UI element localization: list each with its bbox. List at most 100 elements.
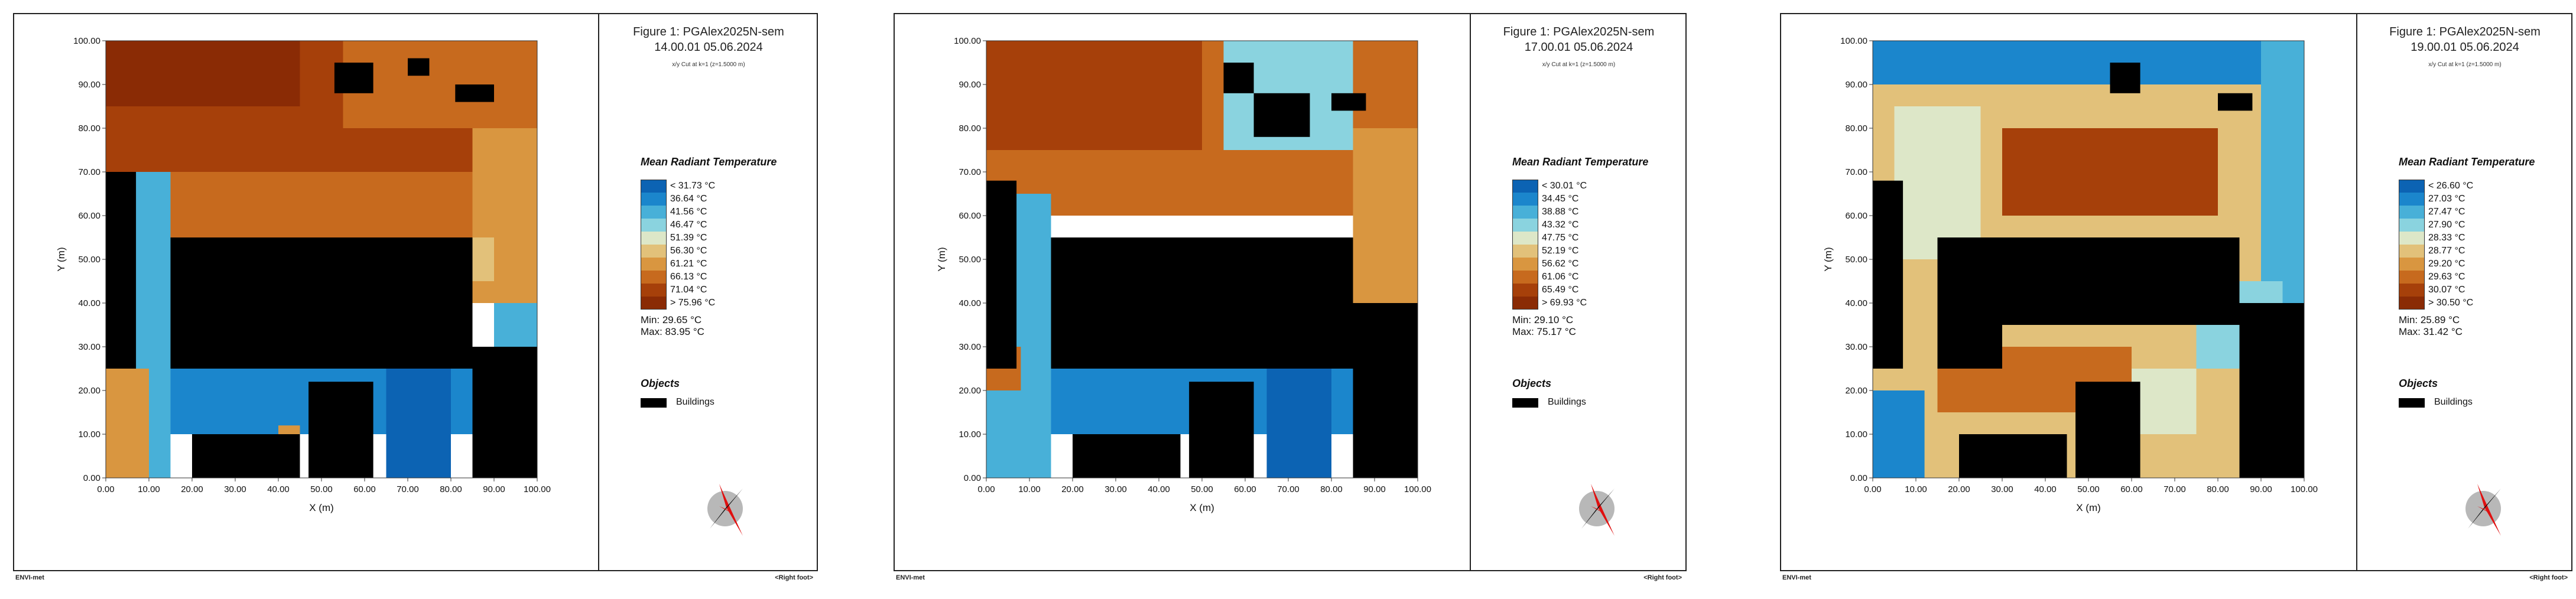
compass-needle-red-2 bbox=[2477, 506, 2490, 513]
y-tick-label: 90.00 bbox=[78, 80, 100, 90]
legend-colorbar-border bbox=[1512, 180, 1538, 310]
legend-label: 65.49 °C bbox=[1542, 285, 1579, 295]
footer-left-label: ENVI-met bbox=[1782, 574, 1811, 581]
legend-label: 34.45 °C bbox=[1542, 194, 1579, 204]
building-footprint bbox=[1959, 434, 2067, 478]
heatmap-cell bbox=[343, 41, 537, 128]
buildings-swatch bbox=[1512, 398, 1538, 408]
compass-needle-red-2 bbox=[1591, 506, 1604, 513]
figure-time: 17.00.01 05.06.2024 bbox=[1524, 41, 1633, 54]
y-tick-label: 10.00 bbox=[78, 429, 100, 440]
legend-color-step bbox=[2399, 193, 2425, 206]
legend-title: Mean Radiant Temperature bbox=[2399, 156, 2535, 168]
y-tick-label: 10.00 bbox=[959, 429, 981, 440]
north-arrow-icon bbox=[707, 484, 743, 536]
y-tick-label: 40.00 bbox=[959, 298, 981, 308]
heatmap-cell bbox=[1353, 128, 1418, 303]
y-tick-label: 80.00 bbox=[78, 123, 100, 134]
legend-label: 41.56 °C bbox=[670, 207, 707, 217]
x-tick-label: 10.00 bbox=[1018, 484, 1041, 494]
compass-needle-red bbox=[719, 484, 743, 536]
figure-subtitle: x/y Cut at k=1 (z=1.5000 m) bbox=[1542, 61, 1616, 68]
compass-needle-black bbox=[1581, 489, 1615, 529]
building-footprint bbox=[2002, 237, 2240, 325]
x-tick-label: 0.00 bbox=[977, 484, 995, 494]
heatmap-cell bbox=[2002, 128, 2218, 216]
building-footprint bbox=[986, 180, 1017, 369]
legend-title: Mean Radiant Temperature bbox=[1512, 156, 1649, 168]
legend-title: Mean Radiant Temperature bbox=[641, 156, 777, 168]
panel-divider bbox=[598, 14, 599, 571]
x-tick-label: 30.00 bbox=[1991, 484, 2013, 494]
legend-color-step bbox=[1512, 193, 1538, 206]
heatmap-cell bbox=[2132, 369, 2197, 434]
building-footprint bbox=[1937, 237, 2002, 369]
heatmap-cell bbox=[106, 369, 149, 478]
x-tick-label: 10.00 bbox=[138, 484, 160, 494]
y-tick-label: 90.00 bbox=[959, 80, 981, 90]
x-tick-label: 40.00 bbox=[2034, 484, 2057, 494]
y-tick-label: 60.00 bbox=[1845, 211, 1867, 221]
y-tick-label: 20.00 bbox=[1845, 386, 1867, 396]
legend-label: 71.04 °C bbox=[670, 285, 707, 295]
buildings-label: Buildings bbox=[2434, 397, 2473, 407]
y-tick-label: 20.00 bbox=[78, 386, 100, 396]
legend-color-step bbox=[2399, 219, 2425, 232]
north-arrow-icon bbox=[2465, 484, 2501, 536]
x-tick-label: 100.00 bbox=[1404, 484, 1431, 494]
heatmap-cell bbox=[986, 41, 1202, 150]
x-tick-label: 50.00 bbox=[2077, 484, 2100, 494]
legend-color-step bbox=[1512, 232, 1538, 245]
compass-needle-black bbox=[2468, 489, 2501, 529]
building-footprint bbox=[472, 347, 537, 478]
legend-label: 36.64 °C bbox=[670, 194, 707, 204]
objects-legend-title: Objects bbox=[641, 377, 680, 389]
legend-color-step bbox=[2399, 206, 2425, 219]
y-tick-label: 80.00 bbox=[959, 123, 981, 134]
x-tick-label: 50.00 bbox=[1191, 484, 1213, 494]
legend-color-step bbox=[641, 258, 667, 271]
legend-color-step bbox=[641, 271, 667, 284]
legend-colorbar-border bbox=[641, 180, 667, 310]
figure-panel: 0.00 10.00 20.00 30.00 40.00 50.00 60.00 70.00 8… bbox=[1767, 0, 2576, 599]
y-tick-label: 30.00 bbox=[1845, 342, 1867, 352]
legend-color-step bbox=[641, 297, 667, 310]
legend-color-step bbox=[641, 193, 667, 206]
y-tick-label: 40.00 bbox=[78, 298, 100, 308]
buildings-swatch bbox=[641, 398, 667, 408]
min-value: Min: 29.10 °C bbox=[1512, 314, 1574, 325]
y-tick-label: 100.00 bbox=[954, 36, 981, 46]
legend-label: 56.62 °C bbox=[1542, 259, 1579, 269]
building-footprint bbox=[1253, 93, 1310, 137]
legend-colorbar bbox=[1512, 180, 1538, 310]
heatmap-cell bbox=[106, 41, 300, 106]
legend-label: 29.20 °C bbox=[2428, 259, 2465, 269]
compass-needle-red bbox=[1591, 484, 1615, 536]
legend-colorbar bbox=[641, 180, 667, 310]
legend-label: 66.13 °C bbox=[670, 272, 707, 282]
x-tick-label: 100.00 bbox=[524, 484, 551, 494]
legend-color-step bbox=[1512, 258, 1538, 271]
buildings-swatch bbox=[2399, 398, 2425, 408]
heatmap-plot: 0.00 10.00 20.00 30.00 40.00 50.00 60.00 70.00 8… bbox=[936, 36, 1431, 513]
legend-color-step bbox=[641, 206, 667, 219]
buildings-label: Buildings bbox=[676, 397, 714, 407]
y-tick-label: 30.00 bbox=[78, 342, 100, 352]
footer-right-label: <Right foot> bbox=[775, 574, 813, 581]
building-footprint bbox=[1073, 434, 1181, 478]
y-axis-label: Y (m) bbox=[56, 247, 67, 271]
compass-needle-red bbox=[2477, 484, 2501, 536]
legend-color-step bbox=[2399, 271, 2425, 284]
legend-label: 30.07 °C bbox=[2428, 285, 2465, 295]
x-axis-label: X (m) bbox=[2076, 502, 2101, 513]
figure-subtitle: x/y Cut at k=1 (z=1.5000 m) bbox=[2428, 61, 2502, 68]
y-tick-label: 30.00 bbox=[959, 342, 981, 352]
x-tick-label: 30.00 bbox=[1105, 484, 1127, 494]
x-tick-label: 90.00 bbox=[483, 484, 505, 494]
legend-label: > 30.50 °C bbox=[2428, 298, 2474, 308]
legend-label: 38.88 °C bbox=[1542, 207, 1579, 217]
legend-color-step bbox=[641, 180, 667, 193]
figure-panel: 0.00 10.00 20.00 30.00 40.00 50.00 60.00 70.00 8… bbox=[881, 0, 1690, 599]
figure-panel: 0.00 10.00 20.00 30.00 40.00 50.00 60.00 70.00 8… bbox=[0, 0, 821, 599]
x-tick-label: 0.00 bbox=[1864, 484, 1881, 494]
